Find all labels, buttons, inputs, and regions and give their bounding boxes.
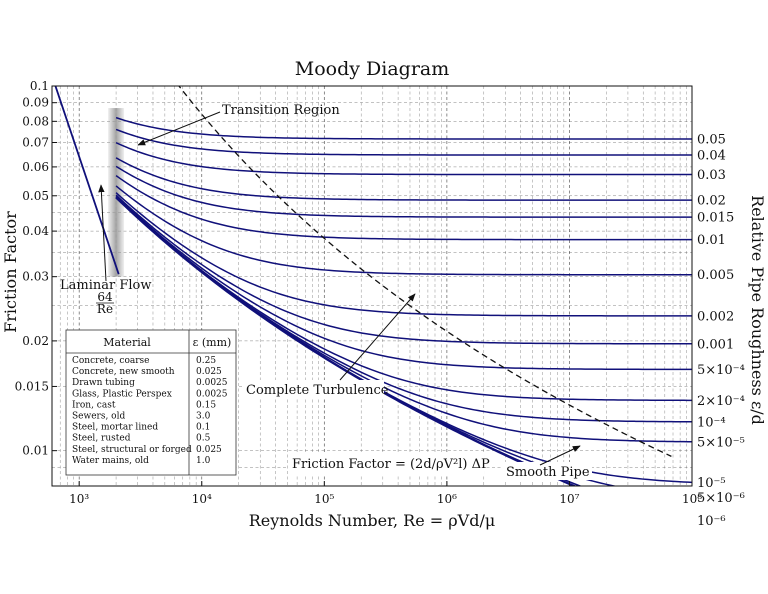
x-tick-label: 10⁶ [437,492,457,506]
smooth-pipe-arrow [539,445,581,466]
x-tick-label: 10⁸ [682,492,702,506]
roughness-label: 10⁻⁴ [697,415,726,430]
friction-formula: Friction Factor = (2d/ρV²l) ΔP [292,457,490,472]
smooth-pipe-curve [115,196,577,486]
y-tick-label: 0.07 [22,135,49,149]
complete-turbulence-label: Complete Turbulence [246,383,389,398]
material-roughness: 0.0025 [196,378,228,388]
material-roughness: 0.25 [196,356,216,366]
roughness-curve [115,185,692,276]
smooth-pipe-label: Smooth Pipe [506,465,590,480]
material-name: Sewers, old [72,412,125,422]
x-tick-label: 10³ [69,492,89,506]
roughness-label: 0.01 [697,233,726,248]
roughness-label: 0.015 [697,211,734,226]
roughness-label: 0.02 [697,194,726,209]
laminar-flow-label: Laminar Flow [60,278,151,293]
y-tick-label: 0.09 [22,96,49,110]
roughness-label: 5×10⁻⁴ [697,363,745,378]
transition-arrow [137,111,221,146]
material-name: Steel, structural or forged [72,445,192,455]
roughness-header: ε (mm) [193,336,232,349]
complete-turbulence-boundary [178,86,672,457]
material-name: Steel, mortar lined [72,423,158,433]
transition-region-shade [108,108,125,277]
x-tick-label: 10⁷ [559,492,579,506]
roughness-label: 2×10⁻⁴ [697,394,745,409]
y-tick-label: 0.05 [22,189,49,203]
laminar-formula-denominator: Re [97,302,113,316]
material-roughness: 0.025 [196,367,222,377]
x-axis-label: Reynolds Number, Re = ρVd/μ [249,511,495,530]
material-name: Water mains, old [72,456,149,466]
x-tick-label: 10⁴ [192,492,212,506]
y-tick-label: 0.03 [22,270,49,284]
complete-turbulence-arrow [339,293,416,381]
laminar-formula-numerator: 64 [97,290,113,304]
material-roughness: 0.1 [196,423,210,433]
roughness-curve [115,194,692,345]
laminar-flow-line [54,86,120,275]
roughness-label: 0.03 [697,168,726,183]
roughness-label: 5×10⁻⁵ [697,435,745,450]
roughness-label: 10⁻⁶ [697,514,726,529]
material-name: Glass, Plastic Perspex [72,389,172,399]
y-tick-label: 0.08 [22,114,49,128]
material-roughness: 0.025 [196,445,222,455]
roughness-curve [115,116,692,140]
material-roughness: 0.5 [196,434,211,444]
material-roughness: 3.0 [196,412,211,422]
friction-formula-bg [288,454,484,474]
material-roughness: 1.0 [196,456,211,466]
material-name: Concrete, new smooth [72,367,175,377]
material-header: Material [103,336,151,349]
y-tick-label: 0.015 [15,379,49,393]
curves-group [54,86,692,486]
roughness-label: 0.002 [697,309,734,324]
chart-title: Moody Diagram [295,58,450,80]
material-name: Iron, cast [72,400,116,410]
y-axis-label: Friction Factor [1,211,20,333]
roughness-label: 5×10⁻⁶ [697,491,745,506]
roughness-curve [115,128,692,156]
x-tick-label: 10⁵ [314,492,334,506]
roughness-label: 0.04 [697,149,726,164]
roughness-label: 0.005 [697,268,734,283]
roughness-curve [115,192,692,317]
roughness-curve [115,141,692,176]
material-roughness: 0.15 [196,400,216,410]
plot-area [51,85,693,487]
y2-axis-label: Relative Pipe Roughness ε/d [748,195,767,425]
roughness-label: 0.001 [697,337,734,352]
roughness-label: 10⁻⁵ [697,476,726,491]
laminar-arrow [98,184,107,282]
y-tick-label: 0.1 [30,79,49,93]
material-name: Steel, rusted [72,434,131,444]
y-tick-label: 0.01 [22,444,49,458]
material-table-frame [65,329,237,476]
roughness-label: 0.05 [697,133,726,148]
material-name: Drawn tubing [72,378,135,388]
material-table-rows: Concrete, coarse 0.25 Concrete, new smooth… [72,356,228,466]
transition-region-label: Transition Region [222,103,340,118]
material-name: Concrete, coarse [72,356,150,366]
roughness-curve [115,175,692,241]
complete-turbulence-bg [242,380,384,398]
y-tick-label: 0.02 [22,334,49,348]
y-tick-label: 0.06 [22,160,49,174]
roughness-curve [115,165,692,218]
plot-frame [51,85,693,487]
material-roughness: 0.0025 [196,389,228,399]
roughness-curve [115,157,692,201]
smooth-pipe-bg [502,462,592,480]
material-table: Material ε (mm) Concrete, coarse 0.25Conc… [65,329,237,476]
y-tick-label: 0.04 [22,224,49,238]
roughness-curve [115,195,692,371]
